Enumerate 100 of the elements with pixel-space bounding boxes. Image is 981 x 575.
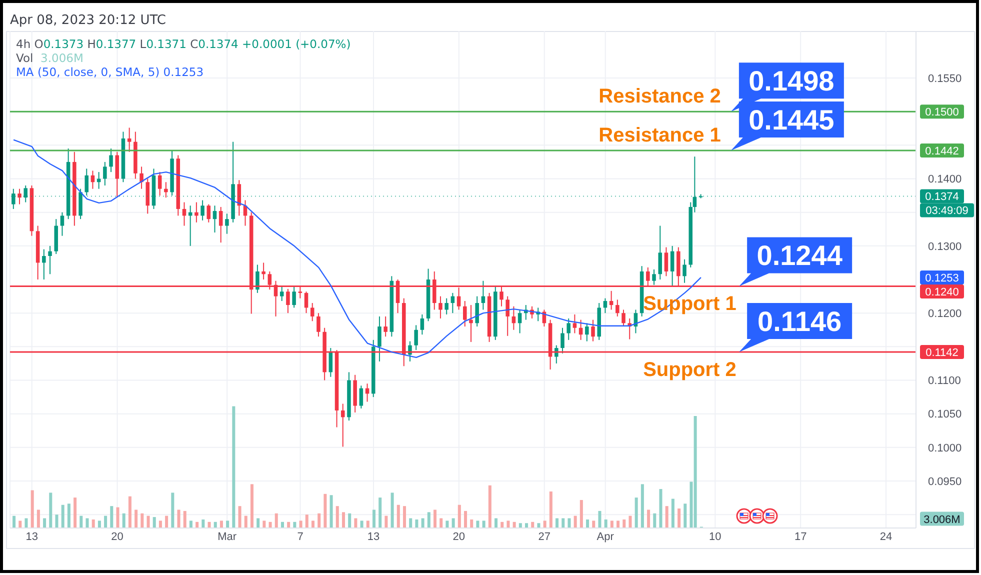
bar xyxy=(506,520,510,528)
candlestick xyxy=(591,319,595,342)
bar xyxy=(116,507,120,528)
bar xyxy=(610,520,614,528)
ref-line-label: 0.1500 xyxy=(925,106,959,119)
candlestick xyxy=(475,296,479,328)
candlestick xyxy=(652,268,656,286)
bar xyxy=(409,518,412,528)
candlestick xyxy=(664,246,668,277)
bar xyxy=(531,522,534,528)
candlestick xyxy=(18,188,22,205)
bar xyxy=(189,520,192,528)
bar xyxy=(458,504,461,528)
candlestick xyxy=(603,298,608,314)
candlestick xyxy=(262,262,266,280)
candlestick xyxy=(463,300,467,328)
candlestick xyxy=(158,172,162,196)
candlestick xyxy=(304,291,308,314)
bar xyxy=(110,506,114,528)
bar xyxy=(396,504,400,528)
candlestick xyxy=(90,170,95,190)
x-tick-label: 13 xyxy=(26,530,38,543)
x-tick-label: 24 xyxy=(880,530,892,543)
candlestick xyxy=(12,188,16,210)
bar xyxy=(318,513,321,528)
bar xyxy=(574,516,577,528)
bar xyxy=(452,518,455,528)
candlestick xyxy=(512,306,516,330)
bar xyxy=(640,484,644,528)
candlestick xyxy=(658,225,662,280)
annotation: Resistance 1 xyxy=(598,124,721,147)
candlestick xyxy=(566,318,570,340)
candlestick xyxy=(292,286,296,308)
annotation: 0.1244 xyxy=(756,240,843,272)
bar xyxy=(604,519,608,528)
candlestick xyxy=(560,327,564,354)
bar xyxy=(482,520,486,528)
candlestick xyxy=(316,312,320,338)
bar xyxy=(336,506,339,528)
candlestick xyxy=(506,296,510,336)
bar xyxy=(152,517,156,528)
bar xyxy=(61,504,64,528)
bar xyxy=(24,518,28,528)
bar xyxy=(372,510,376,528)
bar xyxy=(665,506,668,528)
bar xyxy=(476,520,480,528)
candlestick xyxy=(127,127,132,152)
bar xyxy=(287,522,290,528)
candlestick xyxy=(206,204,211,223)
candlestick xyxy=(286,288,290,314)
ref-line-label: 0.1240 xyxy=(925,286,959,298)
chart-title: Apr 08, 2023 20:12 UTC xyxy=(10,13,166,28)
text: 03:49:09 xyxy=(926,205,968,218)
x-tick-label: 20 xyxy=(111,530,124,543)
candlestick xyxy=(78,188,82,220)
bar xyxy=(427,512,430,528)
bar xyxy=(659,489,662,528)
candlestick xyxy=(115,151,120,198)
bar xyxy=(598,510,602,528)
bar xyxy=(384,516,388,528)
candlestick xyxy=(420,314,424,336)
bar xyxy=(67,504,70,528)
candlestick xyxy=(103,161,107,186)
bar xyxy=(464,510,468,528)
candlestick xyxy=(518,309,522,334)
candlestick xyxy=(164,182,168,198)
bar xyxy=(232,406,236,528)
candlestick xyxy=(481,280,486,310)
bar xyxy=(415,519,418,528)
bar xyxy=(402,506,406,528)
y-tick-label: 0.1050 xyxy=(928,408,962,421)
candlestick xyxy=(578,319,583,340)
bar xyxy=(226,520,230,528)
y-tick-label: 0.1000 xyxy=(928,442,962,454)
text: 3.006M xyxy=(924,514,960,526)
bar xyxy=(694,416,697,528)
bar xyxy=(311,520,314,528)
bar xyxy=(158,520,162,528)
candlestick xyxy=(109,148,113,173)
bar xyxy=(348,513,352,528)
x-tick-label: Apr xyxy=(596,530,614,543)
y-tick-label: 0.1300 xyxy=(928,240,962,253)
annotation: Resistance 2 xyxy=(598,86,721,108)
bar xyxy=(305,514,308,528)
bar xyxy=(678,508,681,528)
candlestick xyxy=(670,245,674,287)
bar xyxy=(440,518,443,528)
annotation: 0.1445 xyxy=(748,104,834,136)
annotation: 0.1498 xyxy=(748,66,834,97)
candlestick xyxy=(42,248,46,280)
bar xyxy=(518,523,522,528)
candlestick xyxy=(194,202,198,223)
ref-line-label: 0.1374 xyxy=(925,191,959,204)
bar xyxy=(86,518,89,528)
bar xyxy=(293,522,296,528)
bar xyxy=(684,504,687,528)
text: 3.006M xyxy=(40,51,84,65)
candlestick xyxy=(48,245,52,275)
bar xyxy=(165,516,168,528)
bar xyxy=(512,522,516,528)
